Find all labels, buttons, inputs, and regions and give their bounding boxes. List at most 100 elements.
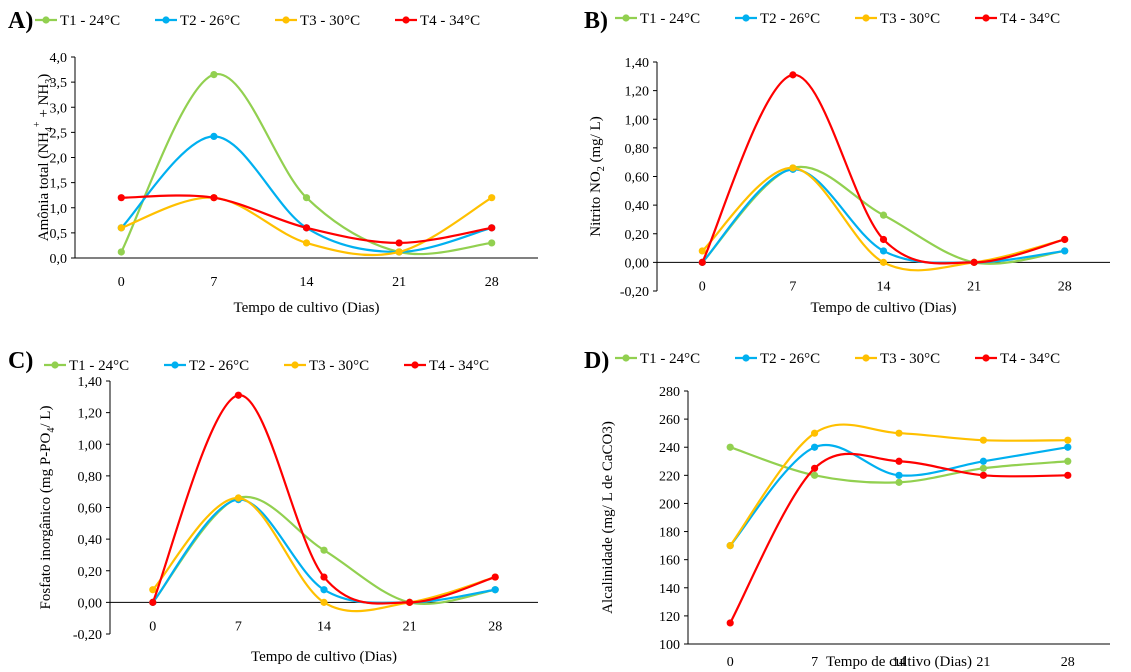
data-point [234,391,242,399]
data-point [879,211,888,219]
series-line [701,73,1065,265]
data-point [406,598,414,606]
series-line [729,444,1068,547]
data-point [1064,436,1072,444]
x-tick-label: 21 [403,619,417,634]
series-line [151,498,496,604]
legend-swatch-marker [742,14,750,22]
panel-letter: D) [584,348,609,374]
y-tick-label: 260 [659,413,680,428]
legend-swatch-marker [162,16,170,24]
data-point [1061,247,1069,255]
y-tick-label: 0,60 [78,502,103,517]
y-tick-label: 3,0 [50,101,68,116]
y-axis-title-part: 4 [44,127,55,132]
y-tick-label: -0,20 [620,285,649,300]
x-axis-title: Tempo de cultivo (Dias) [251,649,397,665]
legend-label: T2 - 26°C [189,358,249,374]
y-tick-label: 0,20 [625,228,650,243]
x-tick-label: 0 [727,655,734,670]
y-tick-label: 100 [659,638,680,653]
panel-c: -0,20 0,00 0,20 0,40 0,60 0,80 1,00 1,20 1,40 0 7 1… [8,348,538,665]
x-tick-label: 7 [789,279,796,294]
legend-swatch-marker [622,354,630,362]
y-tick-label: 0,60 [625,171,650,186]
legend-label: T4 - 34°C [429,358,489,374]
data-point [895,471,903,479]
y-tick-label: 160 [659,554,680,569]
data-point [488,239,496,247]
y-tick-label: 280 [659,385,680,400]
y-tick-label: 2,0 [50,152,68,167]
data-point [811,471,819,479]
y-axis-title: Nitrito NO2 (mg/ L) [588,116,607,236]
y-axis-title: Amônia total (NH4+ + NH3) [32,74,55,241]
x-tick-label: 0 [149,619,156,634]
y-axis-title-part: 4 [46,428,57,433]
panel-a: 0,0 0,5 1,0 1,5 2,0 2,5 3,0 3,5 4,0 0 7 14 21 28 Tempo… [8,8,538,316]
legend-label: T4 - 34°C [420,13,480,29]
data-point [811,464,819,472]
data-point [979,436,988,444]
data-point [1064,471,1072,479]
y-tick-label: 1,40 [625,56,650,71]
y-tick-label: 0,20 [78,565,103,580]
legend-label: T1 - 24°C [640,351,700,367]
y-tick-label: 220 [659,469,680,484]
data-point [302,239,311,247]
y-tick-label: 1,20 [78,407,103,422]
legend-label: T2 - 26°C [760,351,820,367]
y-tick-label: 0,00 [78,596,103,611]
y-tick-label: 1,00 [78,438,103,453]
y-tick-label: 0,00 [625,256,650,271]
data-point [320,586,328,594]
data-point [488,224,496,232]
data-point [491,586,499,594]
x-tick-label: 28 [485,275,499,290]
data-point [210,132,218,140]
x-tick-label: 21 [967,279,981,294]
legend-swatch-marker [411,361,419,369]
legend-swatch-marker [622,14,630,22]
x-tick-label: 28 [1058,279,1072,294]
legend-label: T4 - 34°C [1000,351,1060,367]
y-tick-label: 200 [659,497,680,512]
data-point [879,258,888,266]
data-point [395,239,403,247]
legend-label: T3 - 30°C [880,351,940,367]
y-axis-title-part: Amônia total (NH [36,132,52,241]
series-line [120,73,492,256]
panel-d: 100 120 140 160 180 200 220 240 260 280 0 7 14 21 28 Te… [584,348,1110,670]
x-axis-title: Tempo de cultivo (Dias) [234,300,380,316]
y-tick-label: 0,80 [78,470,103,485]
y-tick-label: 1,0 [50,202,68,217]
y-tick-label: 240 [659,441,680,456]
data-point [979,471,988,479]
y-tick-label: 3,5 [50,76,68,91]
y-axis-title-part: + NH [36,84,52,122]
data-point [320,546,328,554]
panel-letter: A) [8,8,33,34]
data-point [811,429,819,437]
x-tick-label: 0 [118,275,125,290]
x-tick-label: 7 [235,619,242,634]
x-tick-label: 7 [811,655,818,670]
legend-label: T3 - 30°C [300,13,360,29]
data-point [726,619,734,627]
x-tick-label: 28 [488,619,502,634]
legend-swatch-marker [862,14,870,22]
legend-swatch-marker [291,361,299,369]
data-point [320,573,328,581]
series-line [120,135,492,254]
y-tick-label: 1,40 [78,375,103,390]
data-point [488,194,496,202]
legend-label: T1 - 24°C [60,13,120,29]
y-tick-label: 0,40 [78,533,103,548]
data-point [210,194,218,202]
data-point [726,542,734,550]
legend-swatch-marker [51,361,59,369]
y-tick-label: 4,0 [50,51,68,66]
data-point [698,247,706,255]
data-point [879,235,888,244]
